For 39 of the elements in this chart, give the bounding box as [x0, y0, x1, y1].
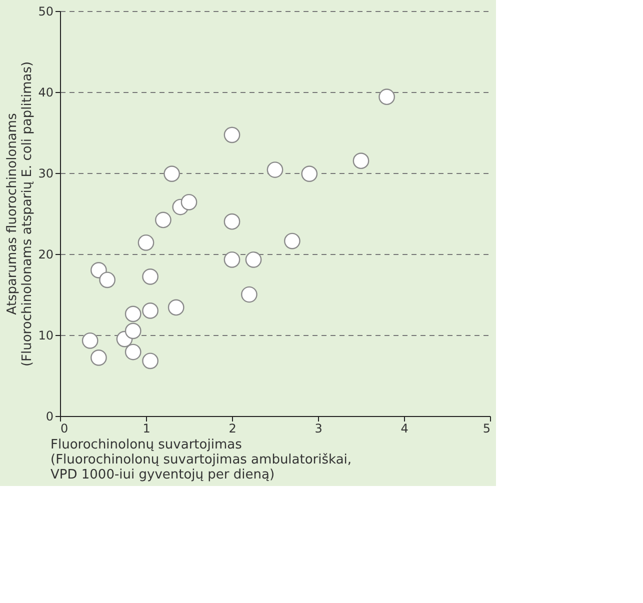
x-tick-label: 3	[314, 422, 322, 436]
point	[224, 252, 240, 268]
y-tick-label: 30	[38, 166, 54, 180]
point	[138, 234, 154, 251]
y-tick-label: 50	[38, 4, 54, 18]
x-tick-label: 5	[482, 422, 490, 436]
point	[124, 306, 142, 322]
point	[124, 322, 142, 340]
y-tick-label: 0	[46, 410, 54, 424]
point	[99, 272, 116, 288]
y-axis-title: Atsparumas fluorochinolonams (Fluorochinolonams atsparių E. coli paplitimas)	[5, 61, 36, 367]
point	[245, 252, 262, 268]
point	[378, 88, 395, 106]
x-tick-label: 0	[60, 422, 68, 436]
point	[284, 232, 300, 250]
point	[224, 213, 240, 230]
point	[164, 166, 180, 182]
y-tick-label: 20	[38, 248, 54, 262]
y-tick-label: 40	[38, 86, 54, 100]
x-axis-title: Fluorochinolonų suvartojimas (Fluorochinolonų suvartojimas ambulatoriškai, VPD 1000-iui gyventojų per dieną)	[50, 438, 352, 482]
point	[155, 212, 172, 228]
point	[90, 350, 107, 366]
point	[301, 166, 318, 182]
x-tick-label: 1	[142, 422, 150, 436]
x-tick-label: 4	[400, 422, 408, 436]
point	[224, 126, 240, 144]
x-tick-label: 2	[228, 422, 236, 436]
point	[352, 152, 370, 170]
point	[142, 352, 158, 370]
point	[180, 194, 198, 210]
y-tick-label: 10	[38, 328, 54, 342]
point	[142, 302, 158, 319]
point	[90, 262, 107, 278]
point	[266, 162, 284, 178]
point	[142, 268, 158, 285]
point	[124, 344, 142, 360]
point	[82, 332, 98, 349]
point	[241, 286, 258, 303]
point	[168, 299, 184, 316]
